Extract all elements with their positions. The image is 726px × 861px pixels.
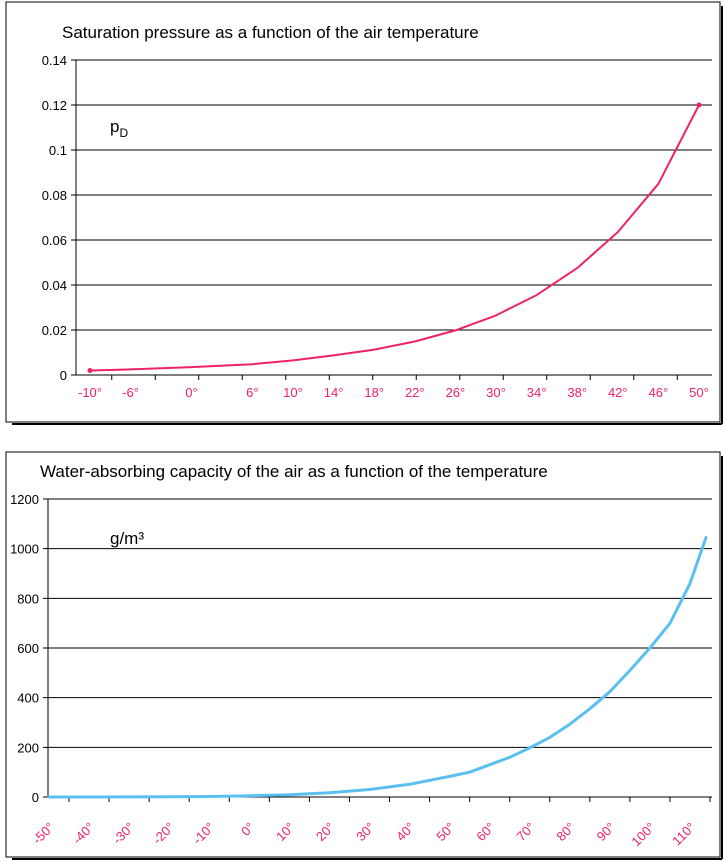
x-tick-label: 30° <box>486 385 506 400</box>
y-tick-label: 0.02 <box>42 323 67 338</box>
x-tick-label: 26° <box>446 385 466 400</box>
data-point <box>696 102 702 108</box>
x-tick-label: 0° <box>185 385 197 400</box>
x-tick-label: 14° <box>324 385 344 400</box>
y-tick-label: 0 <box>32 790 39 805</box>
y-tick-label: 600 <box>17 641 39 656</box>
x-tick-label: 46° <box>649 385 669 400</box>
data-point <box>87 368 93 373</box>
chart-title: Water-absorbing capacity of the air as a… <box>40 462 548 481</box>
x-tick-label: 22° <box>405 385 425 400</box>
y-tick-label: 400 <box>17 691 39 706</box>
y-tick-label: 0.04 <box>42 278 67 293</box>
unit-label: g/m³ <box>110 529 144 548</box>
chart-frame <box>5 1 721 423</box>
y-tick-label: 0.1 <box>49 143 67 158</box>
y-tick-label: 1200 <box>10 492 39 507</box>
y-tick-label: 200 <box>17 740 39 755</box>
y-tick-label: 800 <box>17 591 39 606</box>
x-tick-label: 10° <box>283 385 303 400</box>
y-tick-label: 0 <box>60 368 67 383</box>
chart-title: Saturation pressure as a function of the… <box>62 23 479 42</box>
x-tick-label: 34° <box>527 385 547 400</box>
series-line <box>89 104 700 372</box>
y-tick-label: 0.08 <box>42 188 67 203</box>
y-tick-label: 0.14 <box>42 53 67 68</box>
x-tick-label: 6° <box>246 385 258 400</box>
unit-label: pD <box>110 117 128 140</box>
series-line <box>47 536 708 799</box>
x-tick-label: 18° <box>364 385 384 400</box>
y-tick-label: 0.12 <box>42 98 67 113</box>
x-tick-label: 50° <box>689 385 709 400</box>
saturation-pressure-chart: Saturation pressure as a function of the… <box>5 1 723 425</box>
water-capacity-chart: Water-absorbing capacity of the air as a… <box>5 451 723 860</box>
x-tick-label: -10° <box>78 385 102 400</box>
x-tick-label: 42° <box>608 385 628 400</box>
y-tick-label: 0.06 <box>42 233 67 248</box>
x-tick-label: 38° <box>567 385 587 400</box>
x-tick-label: -6° <box>122 385 139 400</box>
y-tick-label: 1000 <box>10 542 39 557</box>
